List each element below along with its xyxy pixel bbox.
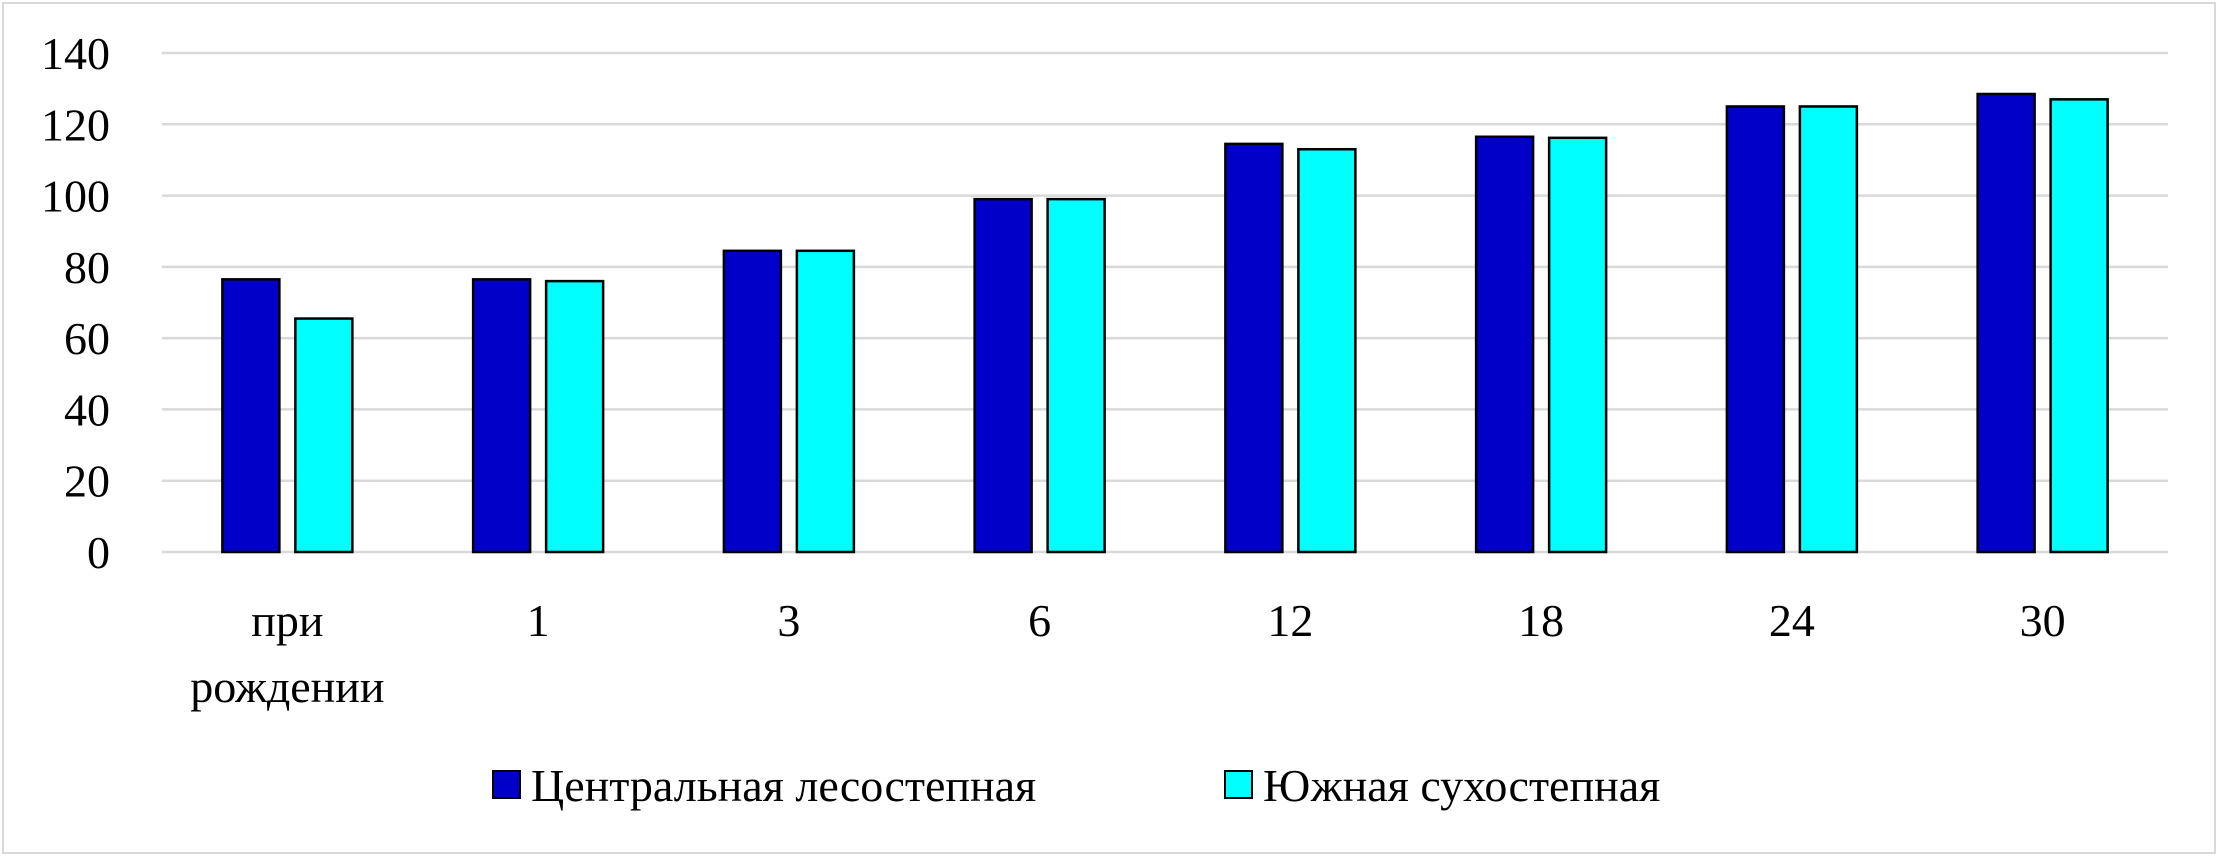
- x-tick-label: при рождении: [190, 595, 384, 712]
- bar: [1046, 197, 1106, 554]
- bar: [973, 197, 1033, 554]
- y-tick-label: 80: [64, 242, 110, 293]
- y-axis-ticks: 0 20 40 60 80 100 120 140: [41, 28, 110, 578]
- y-tick-label: 60: [64, 313, 110, 364]
- bar: [1725, 105, 1786, 554]
- y-tick-label: 120: [41, 99, 110, 150]
- x-tick-label: 12: [1267, 595, 1313, 646]
- legend-swatch: [492, 770, 521, 799]
- x-tick-label: 24: [1769, 595, 1815, 646]
- x-tick-label: 30: [2020, 595, 2066, 646]
- bar: [1297, 147, 1357, 554]
- bar: [471, 278, 532, 554]
- bars: [221, 92, 2109, 554]
- x-tick-label: 3: [777, 595, 800, 646]
- bar: [1547, 136, 1608, 554]
- bar: [2049, 98, 2109, 554]
- bar: [1474, 135, 1535, 554]
- bar: [795, 249, 856, 554]
- bar: [1976, 92, 2036, 554]
- x-tick-label: 18: [1518, 595, 1564, 646]
- gridlines: [162, 51, 2168, 554]
- bar: [221, 278, 281, 554]
- x-tick-label: 1: [527, 595, 550, 646]
- legend-label: Центральная лесостепная: [531, 760, 1036, 811]
- bar: [1224, 142, 1284, 554]
- legend-label: Южная сухостепная: [1263, 760, 1660, 811]
- legend: Центральная лесостепная Южная сухостепная: [492, 760, 1660, 811]
- x-tick-label: 6: [1028, 595, 1051, 646]
- bar: [294, 317, 354, 554]
- y-tick-label: 20: [64, 456, 110, 507]
- bar: [722, 249, 783, 554]
- y-tick-label: 40: [64, 384, 110, 435]
- y-tick-label: 100: [41, 171, 110, 222]
- bar: [544, 279, 605, 554]
- x-axis-ticks: при рождении 1 3 6 12 18 24 30: [190, 595, 2065, 712]
- bar: [1798, 105, 1859, 554]
- y-tick-label: 0: [87, 527, 110, 578]
- y-tick-label: 140: [41, 28, 110, 79]
- legend-swatch: [1224, 770, 1253, 799]
